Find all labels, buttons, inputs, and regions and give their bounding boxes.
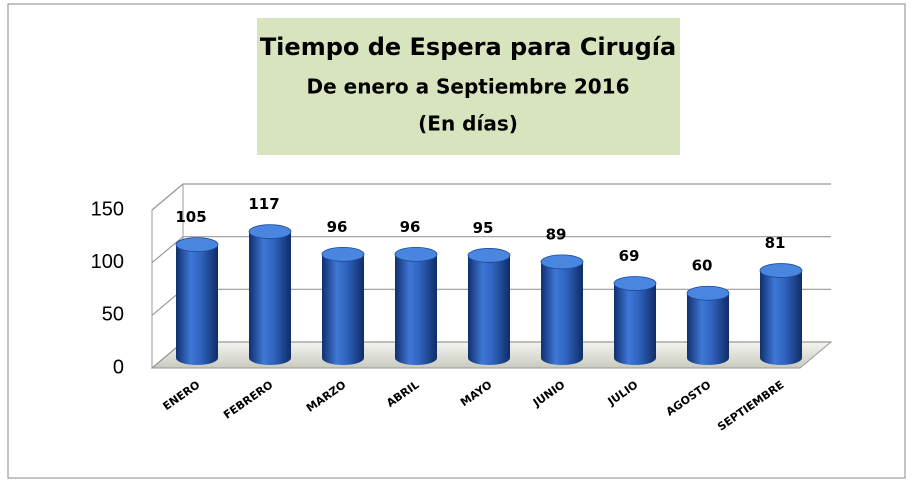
bar	[249, 231, 291, 365]
chart-title: Tiempo de Espera para Cirugía	[260, 33, 676, 61]
bar-top	[321, 246, 365, 262]
bar	[541, 261, 583, 365]
value-label: 95	[473, 219, 494, 237]
value-label: 117	[248, 195, 279, 213]
bar	[614, 283, 656, 365]
grid-line	[151, 236, 831, 264]
bar-top	[248, 224, 292, 240]
bar-top	[394, 246, 438, 262]
y-tick-label: 0	[113, 356, 124, 378]
bar-top	[686, 285, 730, 301]
value-label: 89	[546, 225, 567, 243]
bar	[176, 244, 218, 365]
bar	[322, 254, 364, 365]
bar	[760, 270, 802, 365]
y-tick-label: 150	[91, 198, 124, 220]
bar-top	[467, 248, 511, 263]
bar-top	[613, 276, 657, 291]
grid-line	[151, 183, 831, 211]
value-label: 81	[765, 234, 786, 252]
value-label: 69	[619, 247, 640, 265]
bar-top	[175, 237, 219, 253]
bar	[468, 255, 510, 365]
value-label: 96	[400, 218, 421, 236]
y-tick-label: 100	[91, 251, 124, 273]
bar-top	[540, 254, 584, 270]
unit-note: (En días)	[418, 112, 518, 136]
title-box	[257, 18, 680, 155]
bar	[395, 254, 437, 365]
value-label: 105	[175, 208, 206, 226]
bar	[687, 293, 729, 365]
chart-subtitle: De enero a Septiembre 2016	[307, 75, 630, 99]
value-label: 96	[327, 218, 348, 236]
y-tick-label: 50	[102, 304, 124, 326]
bar-top	[759, 263, 803, 278]
value-label: 60	[692, 257, 713, 275]
